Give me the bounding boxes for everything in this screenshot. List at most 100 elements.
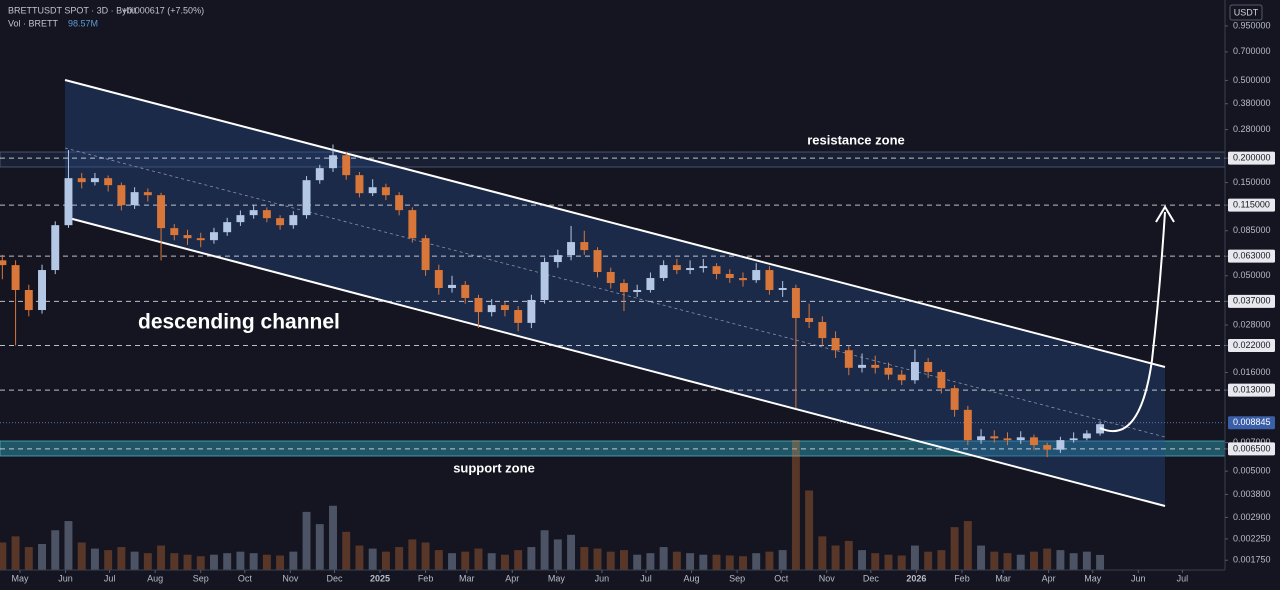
candle-body	[395, 195, 404, 211]
candle-body	[725, 273, 734, 279]
x-tick-label: Oct	[238, 573, 253, 583]
volume-bar	[567, 534, 576, 570]
candle-body	[1043, 445, 1052, 450]
candle-body	[183, 235, 192, 239]
y-tick-label: 0.380000	[1233, 98, 1271, 108]
candle-body	[262, 210, 271, 219]
candle-body	[64, 178, 73, 226]
candle-body	[593, 250, 602, 272]
y-tick-label: 0.050000	[1233, 270, 1271, 280]
candle-body	[778, 288, 787, 290]
candle-body	[276, 218, 285, 226]
candle-body	[223, 222, 232, 233]
volume-bar	[897, 555, 906, 570]
volume-bar	[143, 553, 152, 570]
arrow-head	[1155, 205, 1175, 223]
projection-arrow	[1099, 211, 1166, 433]
volume-bar	[183, 554, 192, 570]
y-tick-label: 0.280000	[1233, 124, 1271, 134]
x-tick-label: May	[11, 573, 29, 583]
y-tick-label: 0.013000	[1233, 384, 1271, 394]
candle-body	[1003, 438, 1012, 441]
annotation: resistance zone	[807, 132, 905, 147]
volume-bar	[1003, 553, 1012, 570]
candle-body	[897, 374, 906, 381]
y-tick-label: 0.028000	[1233, 319, 1271, 329]
volume-bar	[844, 540, 853, 570]
volume-bar	[963, 521, 972, 570]
volume-bar	[1029, 551, 1038, 570]
volume-bar	[11, 536, 20, 570]
candle-body	[381, 187, 390, 196]
candle-body	[315, 168, 324, 181]
volume-bar	[752, 553, 761, 570]
candle-body	[553, 255, 562, 263]
volume-bar	[315, 524, 324, 570]
x-tick-label: 2025	[370, 573, 390, 583]
candle-body	[342, 155, 351, 176]
volume-bar	[262, 554, 271, 570]
volume-bar	[474, 548, 483, 570]
volume-bar	[448, 553, 456, 570]
y-tick-box	[1228, 383, 1275, 397]
last-price-label: 0.008845	[1233, 417, 1271, 427]
candle-body	[461, 284, 470, 298]
candle-body	[699, 266, 708, 269]
y-tick-label: 0.001750	[1233, 555, 1271, 565]
candle-body	[937, 371, 946, 389]
chart-title: BRETTUSDT SPOT · 3D · Bybit	[8, 5, 137, 15]
candle-body	[11, 265, 20, 290]
channel-upper	[64, 79, 1166, 368]
candle-body	[421, 238, 430, 271]
y-tick-label: 0.003800	[1233, 489, 1271, 499]
volume-bar	[1096, 554, 1105, 570]
candle-body	[791, 288, 800, 319]
volume-bar	[606, 551, 615, 570]
volume-bar	[342, 531, 351, 570]
volume-bar	[553, 539, 562, 570]
volume-bar	[1082, 551, 1091, 570]
y-tick-label: 0.006500	[1233, 443, 1271, 453]
x-tick-label: May	[1084, 573, 1102, 583]
volume-bar	[884, 554, 893, 570]
x-tick-label: Jul	[1177, 573, 1189, 583]
y-tick-box	[1228, 338, 1275, 352]
candle-body	[157, 195, 166, 229]
volume-last: 98.57M	[68, 18, 98, 28]
candle-body	[329, 155, 337, 169]
volume-bar	[791, 440, 800, 570]
candle-body	[990, 436, 999, 439]
volume-bar	[90, 548, 99, 570]
volume-bar	[672, 551, 681, 570]
x-axis: May Jun Jul Aug Sep Oct Nov Dec 2025 Feb Mar Apr May…	[11, 570, 1188, 583]
volume-bar	[580, 547, 589, 570]
candle-body	[619, 283, 628, 293]
volume-bar	[527, 547, 536, 570]
y-tick-label: 0.085000	[1233, 225, 1271, 235]
candle-body	[209, 232, 218, 241]
volume-bar	[289, 551, 298, 570]
volume-bar	[977, 545, 986, 570]
volume-bar	[778, 550, 787, 570]
volume-bar	[712, 554, 721, 570]
volume-bar	[355, 545, 364, 570]
volume-bar	[434, 550, 443, 570]
x-tick-label: Jul	[640, 573, 652, 583]
candle-body	[514, 310, 523, 323]
volume-bar	[196, 556, 205, 570]
candle-body	[924, 362, 933, 372]
candle-body	[527, 299, 536, 323]
candle-body	[249, 210, 258, 216]
candle-body	[805, 318, 814, 323]
x-tick-label: Apr	[1042, 573, 1056, 583]
candle-body	[117, 185, 126, 206]
candle-body	[818, 322, 827, 339]
y-tick-label: 0.150000	[1233, 177, 1271, 187]
y-tick-box	[1228, 198, 1275, 212]
volume-bar	[950, 527, 959, 570]
volume-bar	[633, 554, 642, 570]
volume-bar	[170, 553, 179, 570]
volume-bar	[831, 545, 840, 570]
